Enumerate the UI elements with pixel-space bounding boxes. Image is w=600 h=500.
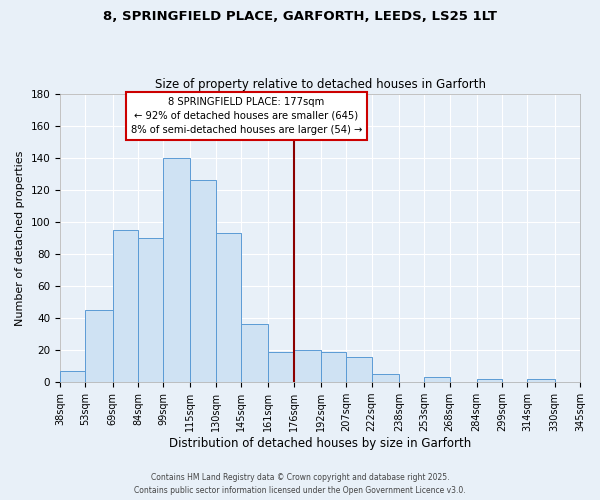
Bar: [527, 379, 554, 382]
Bar: [321, 352, 346, 382]
Bar: [163, 158, 190, 382]
X-axis label: Distribution of detached houses by size in Garforth: Distribution of detached houses by size …: [169, 437, 471, 450]
Bar: [190, 180, 216, 382]
Bar: [241, 324, 268, 382]
Y-axis label: Number of detached properties: Number of detached properties: [15, 150, 25, 326]
Bar: [85, 310, 113, 382]
Text: 8 SPRINGFIELD PLACE: 177sqm
← 92% of detached houses are smaller (645)
8% of sem: 8 SPRINGFIELD PLACE: 177sqm ← 92% of det…: [131, 97, 362, 135]
Title: Size of property relative to detached houses in Garforth: Size of property relative to detached ho…: [155, 78, 485, 91]
Text: 8, SPRINGFIELD PLACE, GARFORTH, LEEDS, LS25 1LT: 8, SPRINGFIELD PLACE, GARFORTH, LEEDS, L…: [103, 10, 497, 23]
Bar: [580, 380, 600, 382]
Bar: [138, 238, 163, 382]
Bar: [268, 352, 294, 382]
Bar: [346, 356, 371, 382]
Bar: [113, 230, 138, 382]
Bar: [216, 233, 241, 382]
Bar: [60, 371, 85, 382]
Bar: [294, 350, 321, 382]
Text: Contains HM Land Registry data © Crown copyright and database right 2025.
Contai: Contains HM Land Registry data © Crown c…: [134, 473, 466, 495]
Bar: [476, 379, 502, 382]
Bar: [371, 374, 399, 382]
Bar: [424, 378, 449, 382]
